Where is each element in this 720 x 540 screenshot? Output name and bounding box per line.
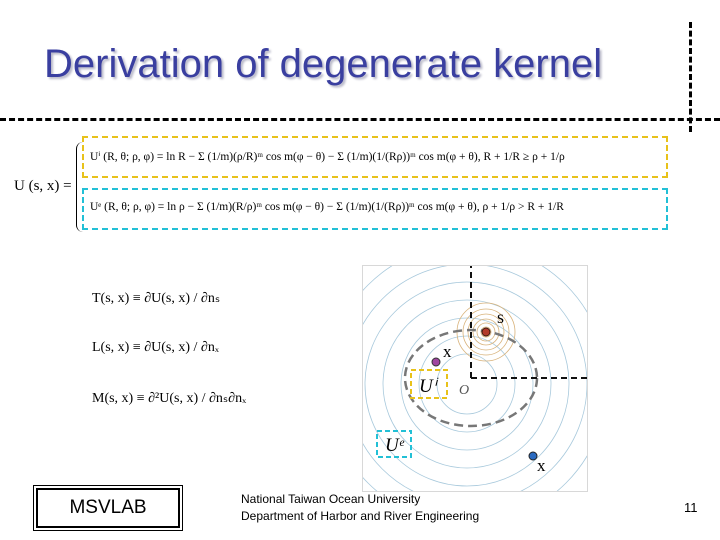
left-brace	[76, 142, 83, 232]
interior-label-box	[410, 369, 448, 399]
horizontal-divider	[0, 118, 720, 121]
university-name: National Taiwan Ocean University	[241, 492, 421, 506]
label-ui: Uⁱ	[419, 376, 439, 397]
page-number: 11	[684, 500, 698, 515]
exterior-equation-box: Uᵉ (R, θ; ρ, φ) = ln ρ − Σ (1/m)(R/ρ)ᵐ c…	[82, 188, 668, 230]
label-ue: Uᵉ	[385, 435, 405, 456]
label-x-outer: x	[537, 456, 546, 475]
kernel-lhs: U (s, x) =	[14, 178, 72, 194]
label-x-inner: x	[443, 342, 452, 361]
slide-title: Derivation of degenerate kernel	[44, 42, 603, 86]
department-name: Department of Harbor and River Engineeri…	[241, 509, 480, 523]
interior-point	[431, 357, 441, 367]
operator-m: M(s, x) ≡ ∂²U(s, x) / ∂nₛ∂nₓ	[92, 391, 247, 406]
interior-equation: Uⁱ (R, θ; ρ, φ) = ln R − Σ (1/m)(ρ/R)ᵐ c…	[90, 151, 565, 163]
exterior-point	[528, 451, 538, 461]
source-point	[481, 327, 491, 337]
operator-t: T(s, x) ≡ ∂U(s, x) / ∂nₛ	[92, 291, 221, 306]
label-s: s	[497, 307, 504, 327]
kernel-contour-plot: s x x Uⁱ Uᵉ O	[326, 243, 608, 525]
exterior-equation: Uᵉ (R, θ; ρ, φ) = ln ρ − Σ (1/m)(R/ρ)ᵐ c…	[90, 201, 564, 213]
footer-affiliation: National Taiwan Ocean University Departm…	[241, 491, 479, 525]
lab-logo-box: MSVLAB	[33, 485, 183, 531]
label-origin: O	[459, 383, 469, 398]
interior-equation-box: Uⁱ (R, θ; ρ, φ) = ln R − Σ (1/m)(ρ/R)ᵐ c…	[82, 136, 668, 178]
exterior-label-box	[376, 430, 412, 458]
vertical-divider	[689, 22, 692, 132]
operator-l: L(s, x) ≡ ∂U(s, x) / ∂nₓ	[92, 340, 219, 355]
contour-svg: s x x Uⁱ Uᵉ O	[326, 243, 608, 525]
